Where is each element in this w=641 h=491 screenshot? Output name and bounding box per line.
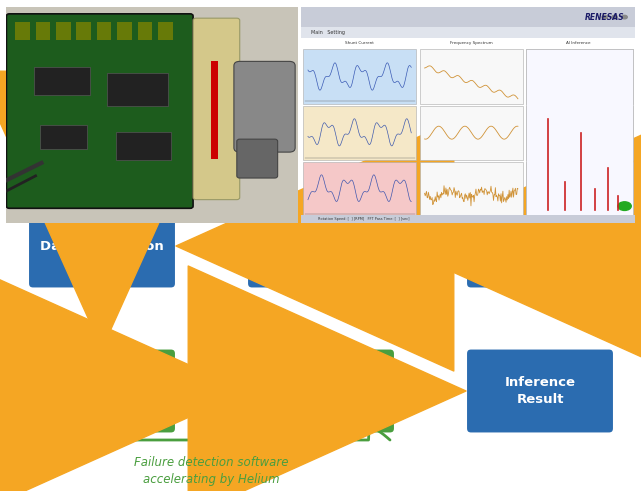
Text: Shunt Current
Data Acquisition
by ADC: Shunt Current Data Acquisition by ADC bbox=[40, 223, 164, 269]
Circle shape bbox=[602, 15, 607, 19]
FancyBboxPatch shape bbox=[420, 162, 523, 216]
FancyBboxPatch shape bbox=[158, 23, 172, 40]
Text: BLDC
Motor Control
Software: BLDC Motor Control Software bbox=[488, 223, 592, 269]
Text: Neural Network
TensorFlow Lite
for MCU: Neural Network TensorFlow Lite for MCU bbox=[262, 368, 380, 414]
Text: AI Inference: AI Inference bbox=[565, 41, 590, 45]
Text: Shunt Current: Shunt Current bbox=[345, 41, 374, 45]
FancyBboxPatch shape bbox=[97, 23, 112, 40]
FancyBboxPatch shape bbox=[526, 106, 633, 160]
FancyBboxPatch shape bbox=[303, 50, 416, 104]
Text: Inference
Result: Inference Result bbox=[504, 376, 576, 406]
Text: Main   Setting: Main Setting bbox=[312, 30, 345, 35]
FancyBboxPatch shape bbox=[40, 125, 87, 149]
FancyBboxPatch shape bbox=[301, 27, 635, 38]
Text: RENESAS: RENESAS bbox=[585, 13, 624, 22]
FancyBboxPatch shape bbox=[117, 23, 132, 40]
Circle shape bbox=[622, 15, 628, 19]
FancyBboxPatch shape bbox=[36, 23, 50, 40]
Text: FFT
Pre-processing: FFT Pre-processing bbox=[46, 376, 158, 406]
FancyBboxPatch shape bbox=[15, 23, 29, 40]
Circle shape bbox=[612, 15, 617, 19]
FancyBboxPatch shape bbox=[303, 106, 416, 160]
FancyBboxPatch shape bbox=[76, 23, 91, 40]
FancyBboxPatch shape bbox=[193, 18, 240, 200]
FancyBboxPatch shape bbox=[466, 349, 614, 434]
FancyBboxPatch shape bbox=[420, 106, 523, 160]
FancyBboxPatch shape bbox=[301, 215, 635, 223]
FancyBboxPatch shape bbox=[34, 67, 90, 95]
FancyBboxPatch shape bbox=[466, 203, 614, 289]
Text: Failure detection software
accelerating by Helium: Failure detection software accelerating … bbox=[134, 456, 288, 486]
FancyBboxPatch shape bbox=[107, 73, 169, 106]
FancyBboxPatch shape bbox=[28, 349, 176, 434]
FancyBboxPatch shape bbox=[138, 23, 153, 40]
Text: Frequency Spectrum: Frequency Spectrum bbox=[450, 41, 493, 45]
FancyBboxPatch shape bbox=[6, 7, 298, 223]
FancyBboxPatch shape bbox=[6, 14, 193, 208]
FancyBboxPatch shape bbox=[420, 50, 523, 104]
FancyBboxPatch shape bbox=[116, 132, 171, 160]
FancyBboxPatch shape bbox=[234, 61, 295, 152]
FancyBboxPatch shape bbox=[237, 139, 278, 178]
Text: Inverter: Inverter bbox=[291, 240, 351, 252]
FancyBboxPatch shape bbox=[247, 349, 395, 434]
FancyBboxPatch shape bbox=[28, 203, 176, 289]
FancyBboxPatch shape bbox=[526, 162, 633, 216]
FancyBboxPatch shape bbox=[210, 61, 218, 159]
Circle shape bbox=[618, 202, 631, 211]
FancyBboxPatch shape bbox=[247, 203, 395, 289]
Text: Rotation Speed: [  ] [RPM]   FFT Pass Time: [  ] [sec]: Rotation Speed: [ ] [RPM] FFT Pass Time:… bbox=[318, 217, 410, 221]
FancyBboxPatch shape bbox=[526, 50, 633, 104]
FancyBboxPatch shape bbox=[526, 50, 633, 216]
FancyBboxPatch shape bbox=[303, 162, 416, 216]
FancyBboxPatch shape bbox=[301, 7, 635, 27]
FancyBboxPatch shape bbox=[56, 23, 71, 40]
